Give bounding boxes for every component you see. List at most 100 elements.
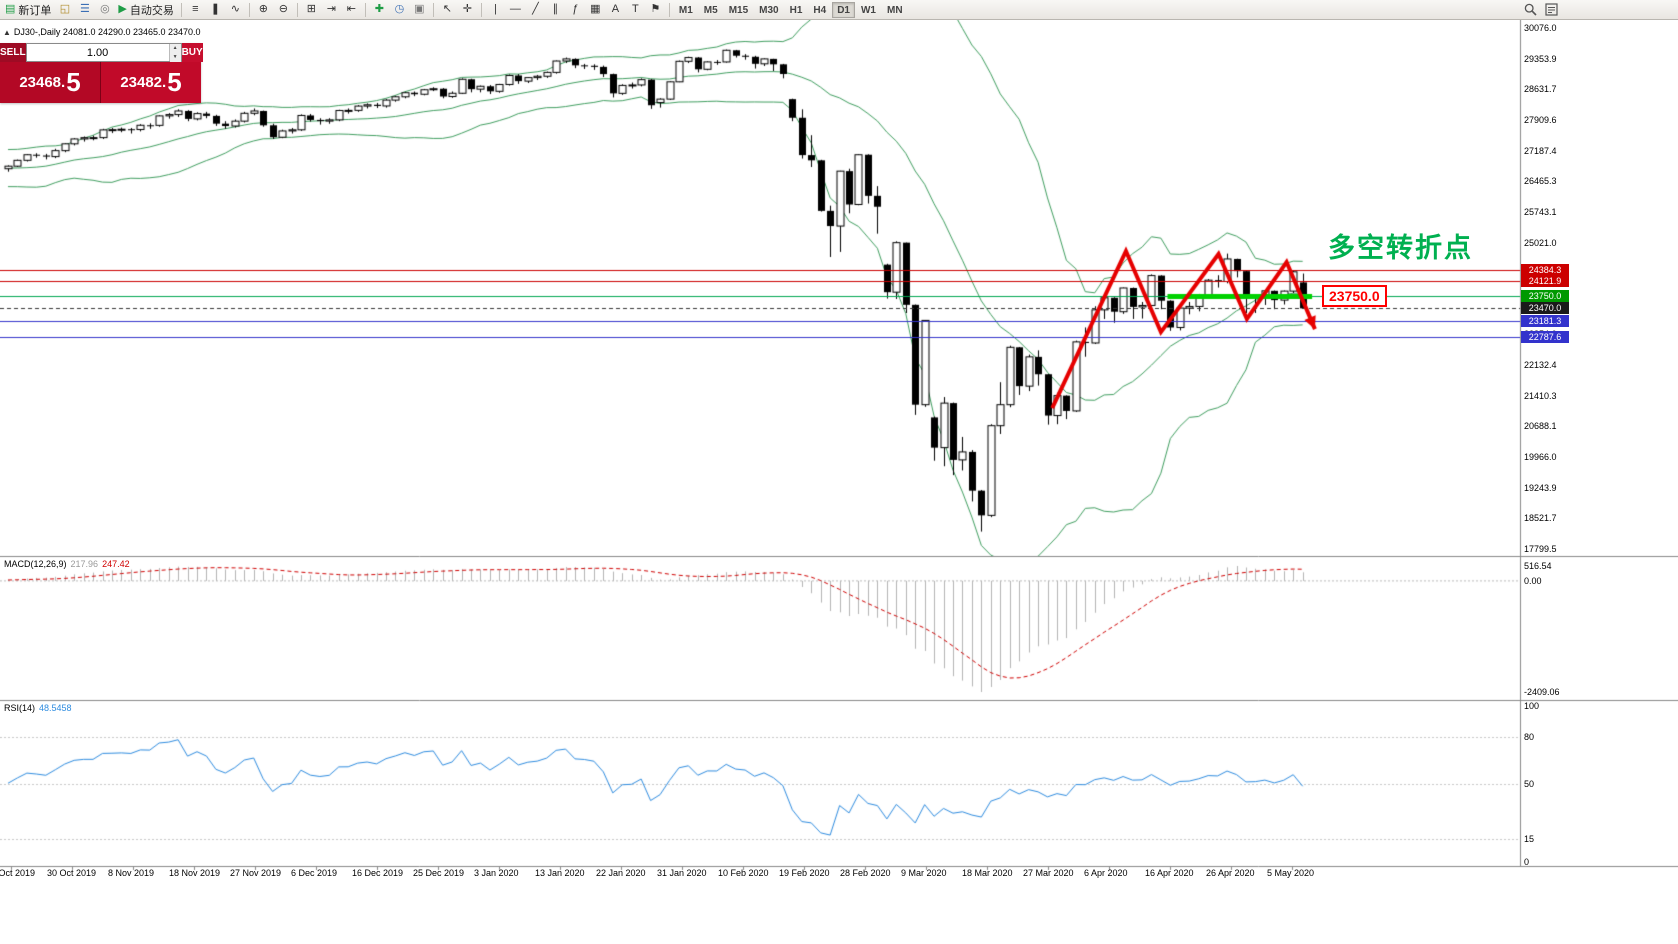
attach-button-icon: ◎ [100,3,110,15]
rsi-indicator-label: RSI(14) 48.5458 [4,703,72,713]
cursor-button[interactable]: ↖ [438,1,457,18]
vertical-line-button[interactable]: | [486,1,505,18]
tile-windows-button[interactable]: ⊞ [302,1,321,18]
chart-canvas[interactable] [0,20,1678,944]
arrows-button[interactable]: ⚑ [646,1,665,18]
volume-decrease-button[interactable]: ▼ [169,53,181,62]
trendline-button[interactable]: ╱ [526,1,545,18]
bar-chart-button-icon: ≡ [192,3,199,15]
zoom-out-button-icon: ⊖ [278,3,288,15]
price-annotation-label: 23750.0 [1322,285,1387,307]
sell-price-main: 23468. [19,74,66,91]
auto-scroll-button-icon: ⇥ [326,3,336,15]
periods-button-icon: ◷ [394,3,405,15]
zoom-in-button[interactable]: ⊕ [254,1,273,18]
toolbar-right-icons [1524,3,1558,16]
label-button[interactable]: T [626,1,645,18]
candlestick-chart-button-icon: ❚ [210,3,220,15]
cursor-button-icon: ↖ [442,3,452,15]
attach-button[interactable]: ◎ [95,1,114,18]
toolbar: ▤ 新订单 ◱ ☰ ◎ ▶ 自动交易 ≡ ❚ ∿ ⊕ ⊖ ⊞ ⇥ ⇤ ✚ ◷ ▣ ↖ ✛ | — ╱ ∥ ƒ ▦ A T ⚑ M1 M5 M1… [0,0,1678,20]
toolbar-separator [180,2,182,17]
bar-chart-button[interactable]: ≡ [186,1,205,18]
timeframe-h1-button[interactable]: H1 [785,2,808,18]
timeframe-d1-button[interactable]: D1 [832,1,855,18]
timeframe-m5-button[interactable]: M5 [699,2,723,18]
arrows-button-icon: ⚑ [650,3,661,15]
auto-trading-button-label: 自动交易 [129,4,174,17]
buy-price-pip: 5 [167,67,182,97]
toolbar-separator [364,2,366,17]
periods-button[interactable]: ◷ [390,1,409,18]
text-button[interactable]: A [606,1,625,18]
line-chart-button[interactable]: ∿ [226,1,245,18]
volume-control: ▲ ▼ [25,43,182,62]
one-click-trading-panel: SELL ▲ ▼ BUY 23468.5 23482.5 [0,43,203,103]
label-button-icon: T [632,3,639,15]
trade-panel-header-row: SELL ▲ ▼ BUY [0,43,203,62]
trendline-button-icon: ╱ [532,3,539,15]
search-icon[interactable] [1524,3,1537,16]
fibonacci-button-icon: ƒ [572,3,579,15]
sell-price[interactable]: 23468. 5 [0,62,101,103]
auto-scroll-button[interactable]: ⇥ [322,1,341,18]
sell-price-pip: 5 [66,67,81,97]
timeframe-h4-button[interactable]: H4 [808,2,831,18]
text-button-icon: A [611,3,620,15]
indicators-button[interactable]: ✚ [370,1,389,18]
toolbar-separator [248,2,250,17]
profile-button-icon: ☰ [79,3,90,15]
new-order-button[interactable]: ▤ 新订单 [2,1,54,18]
templates-button[interactable]: ▣ [410,1,429,18]
sell-button[interactable]: SELL [0,43,26,62]
timeframe-m15-button[interactable]: M15 [724,2,753,18]
turning-point-annotation: 多空转折点 [1328,233,1473,263]
symbol-ohlc-text: DJ30-,Daily 24081.0 24290.0 23465.0 2347… [13,27,201,37]
chart-shift-button-icon: ⇤ [346,3,356,15]
fibonacci-button[interactable]: ƒ [566,1,585,18]
timeframe-w1-button[interactable]: W1 [856,2,881,18]
rsi-label-text: RSI(14) [4,703,36,713]
chart-shift-button[interactable]: ⇤ [342,1,361,18]
candlestick-chart-button[interactable]: ❚ [206,1,225,18]
horizontal-line-button-icon: — [509,3,521,15]
macd-indicator-label: MACD(12,26,9) 217.96 247.42 [4,559,130,569]
toolbar-separator [480,2,482,17]
channel-button-icon: ∥ [552,3,559,15]
charts-button[interactable]: ◱ [55,1,74,18]
shapes-button-icon: ▦ [590,3,601,15]
line-chart-button-icon: ∿ [230,3,240,15]
macd-value-main: 217.96 [70,559,99,569]
trade-panel-price-row: 23468. 5 23482. 5 [0,62,201,103]
zoom-out-button[interactable]: ⊖ [274,1,293,18]
volume-spinner: ▲ ▼ [168,44,181,62]
shapes-button[interactable]: ▦ [586,1,605,18]
indicators-button-icon: ✚ [374,3,384,15]
buy-button[interactable]: BUY [181,43,203,62]
toolbar-separator [296,2,298,17]
new-order-button-label: 新订单 [18,4,52,17]
buy-price-main: 23482. [120,74,167,91]
timeframe-m1-button[interactable]: M1 [674,2,698,18]
profile-button[interactable]: ☰ [75,1,94,18]
chart-ohlc-header: ▲ DJ30-,Daily 24081.0 24290.0 23465.0 234… [3,27,201,37]
zoom-in-button-icon: ⊕ [258,3,268,15]
vertical-line-button-icon: | [493,3,497,15]
rsi-value: 48.5458 [39,703,72,713]
macd-label-text: MACD(12,26,9) [4,559,67,569]
timeframe-mn-button[interactable]: MN [882,2,908,18]
crosshair-button[interactable]: ✛ [458,1,477,18]
volume-increase-button[interactable]: ▲ [169,44,181,53]
channel-button[interactable]: ∥ [546,1,565,18]
collapse-trade-panel-icon[interactable]: ▲ [3,28,11,37]
macd-value-signal: 247.42 [102,559,130,569]
charts-button-icon: ◱ [59,3,71,15]
timeframe-m30-button[interactable]: M30 [754,2,783,18]
data-window-icon[interactable] [1545,3,1558,16]
auto-trading-button[interactable]: ▶ 自动交易 [115,1,176,18]
new-order-button-icon: ▤ [5,3,16,15]
horizontal-line-button[interactable]: — [506,1,525,18]
buy-price[interactable]: 23482. 5 [101,62,201,103]
volume-input[interactable] [26,44,169,61]
